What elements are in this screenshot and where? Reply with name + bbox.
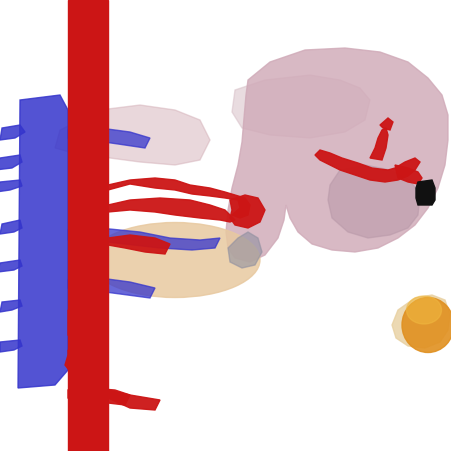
Polygon shape	[65, 350, 95, 380]
Polygon shape	[18, 95, 68, 388]
Polygon shape	[0, 220, 22, 234]
Polygon shape	[230, 195, 265, 228]
Ellipse shape	[402, 298, 451, 353]
Polygon shape	[0, 340, 22, 352]
Polygon shape	[370, 128, 388, 160]
Polygon shape	[108, 235, 170, 254]
Polygon shape	[0, 300, 22, 312]
Polygon shape	[108, 198, 235, 222]
Polygon shape	[392, 295, 450, 348]
Polygon shape	[68, 388, 130, 405]
Polygon shape	[226, 48, 448, 262]
Ellipse shape	[90, 222, 260, 298]
Polygon shape	[68, 310, 95, 340]
Polygon shape	[68, 0, 108, 451]
Polygon shape	[68, 278, 155, 298]
Polygon shape	[68, 228, 220, 250]
Polygon shape	[108, 178, 250, 218]
Polygon shape	[380, 118, 393, 130]
Polygon shape	[395, 165, 422, 184]
Polygon shape	[328, 165, 420, 238]
Ellipse shape	[406, 296, 442, 324]
Polygon shape	[108, 390, 160, 410]
Polygon shape	[55, 105, 210, 165]
Polygon shape	[228, 232, 262, 268]
Polygon shape	[68, 128, 150, 148]
Polygon shape	[0, 155, 22, 170]
Polygon shape	[0, 180, 22, 192]
Polygon shape	[0, 260, 22, 272]
Polygon shape	[315, 150, 420, 182]
Polygon shape	[232, 75, 370, 138]
Polygon shape	[0, 125, 25, 140]
Polygon shape	[416, 180, 435, 205]
